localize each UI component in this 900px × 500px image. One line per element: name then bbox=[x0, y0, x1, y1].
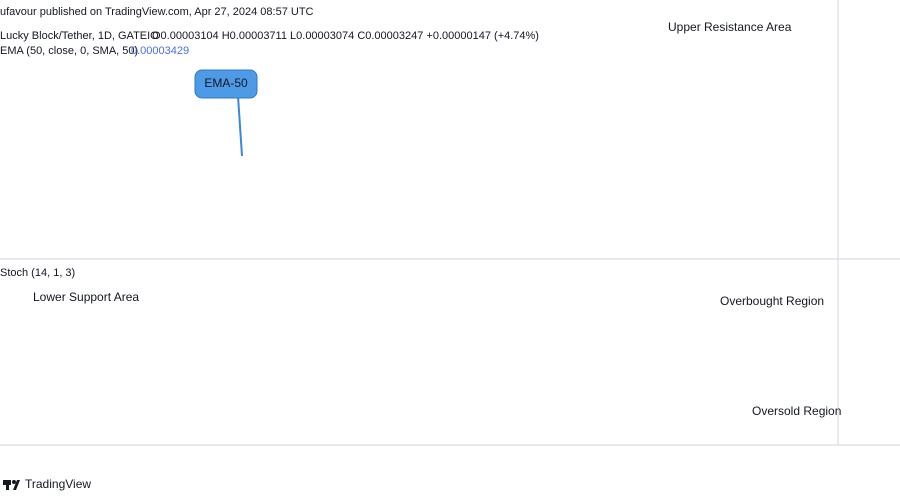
brand-logo bbox=[3, 480, 20, 490]
brand: TradingView bbox=[25, 477, 91, 491]
annotation: Upper Resistance Area bbox=[668, 20, 792, 34]
annotation: Oversold Region bbox=[752, 404, 841, 418]
callout-arrow bbox=[237, 95, 243, 157]
publish-info: ufavour published on TradingView.com, Ap… bbox=[0, 6, 314, 18]
symbol-title: Lucky Block/Tether, 1D, GATEIO bbox=[0, 30, 159, 42]
ema-legend-value: 0.00003429 bbox=[131, 45, 189, 57]
ohlc-values: O0.00003104 H0.00003711 L0.00003074 C0.0… bbox=[152, 30, 539, 42]
annotation: EMA-50 bbox=[204, 76, 248, 90]
annotation: Lower Support Area bbox=[33, 290, 139, 304]
ema-legend: EMA (50, close, 0, SMA, 50) bbox=[0, 45, 138, 57]
callout-box bbox=[194, 69, 258, 99]
annotation: Overbought Region bbox=[720, 294, 824, 308]
overlay: ufavour published on TradingView.com, Ap… bbox=[0, 6, 841, 491]
stoch-legend: Stoch (14, 1, 3) bbox=[0, 267, 75, 279]
